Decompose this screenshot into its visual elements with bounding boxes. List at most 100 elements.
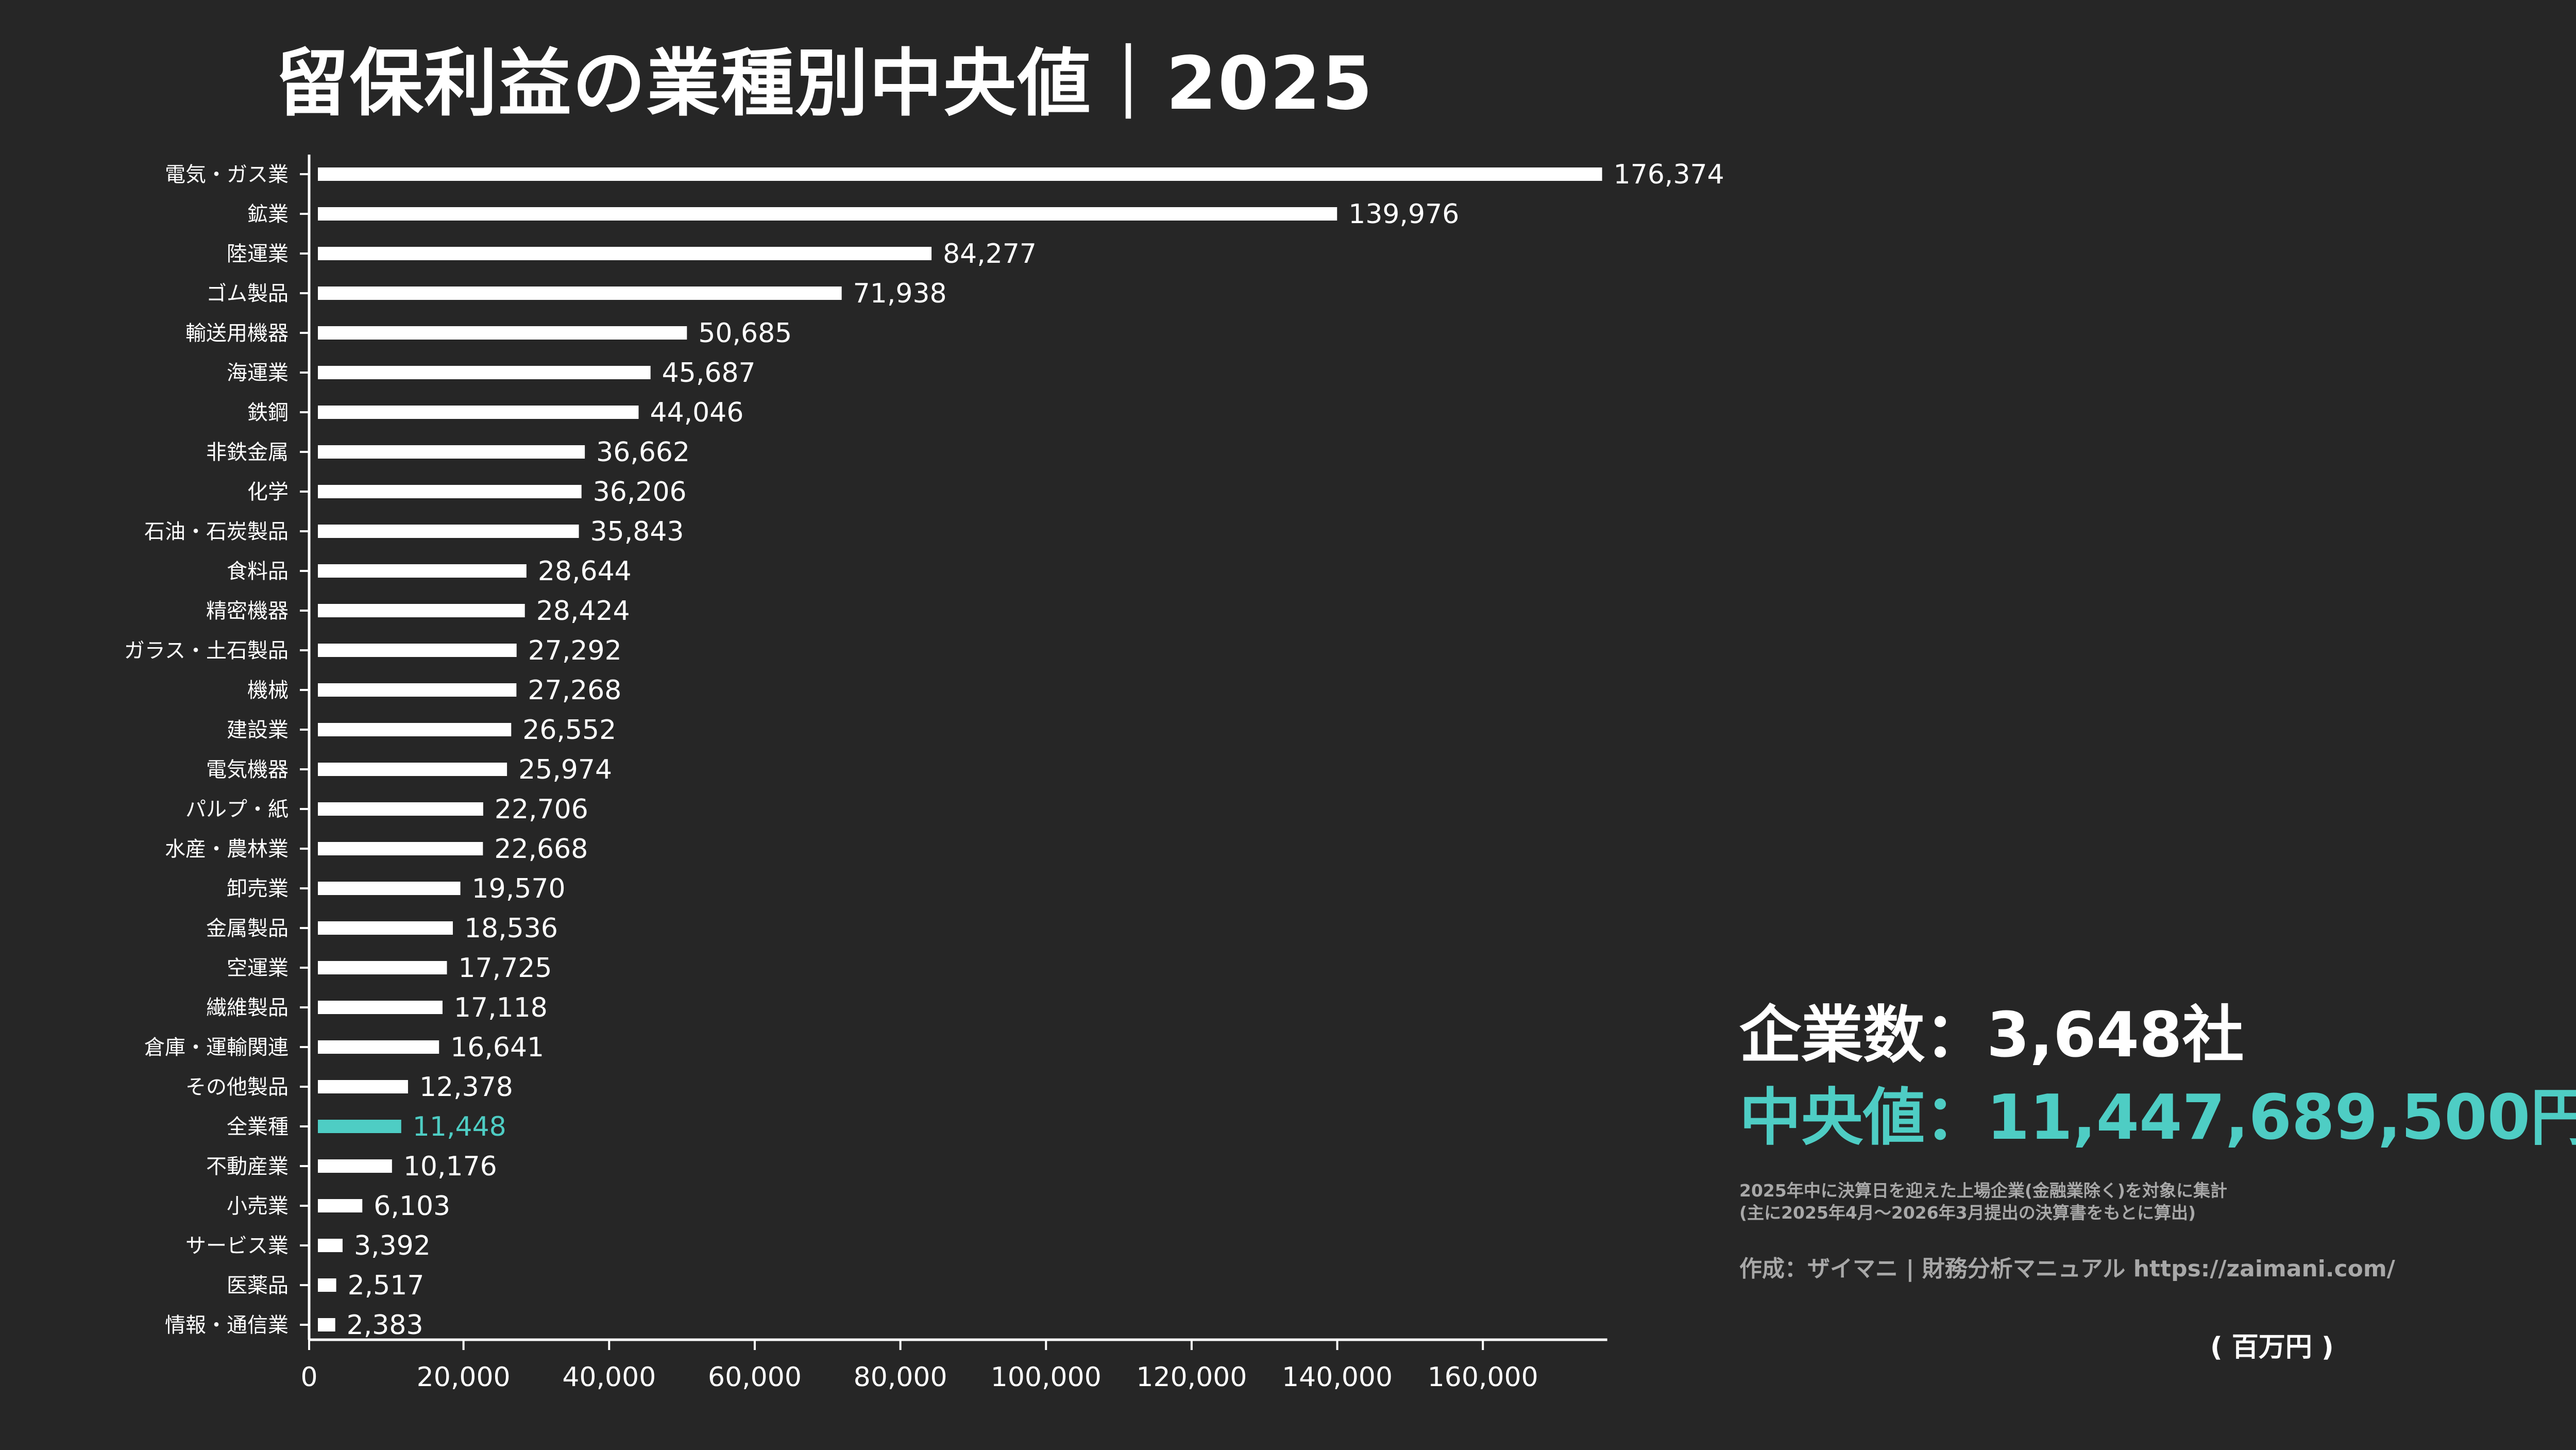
- x-tick-label: 60,000: [708, 1362, 802, 1393]
- category-label: 化学: [247, 480, 289, 504]
- bar: [318, 683, 517, 697]
- category-label: 全業種: [227, 1115, 289, 1139]
- category-label: ガラス・土石製品: [124, 639, 289, 663]
- category-label: サービス業: [185, 1234, 289, 1258]
- x-tick-label: 160,000: [1428, 1362, 1538, 1393]
- bar: [318, 167, 1602, 181]
- category-label: 鉄鋼: [247, 401, 289, 425]
- x-tick-label: 100,000: [991, 1362, 1101, 1393]
- category-label: 食料品: [227, 560, 289, 583]
- value-label: 44,046: [650, 397, 743, 428]
- axis-layer: 0 20,000 40,000 60,000 80,000 100,000 120,000 1…: [300, 155, 1607, 1393]
- category-label: 海運業: [227, 361, 289, 385]
- value-label: 19,570: [472, 873, 566, 904]
- bar: [318, 564, 527, 578]
- category-label: 医薬品: [227, 1274, 289, 1297]
- bar: [318, 406, 639, 419]
- value-label: 139,976: [1348, 199, 1459, 230]
- value-label: 12,378: [419, 1072, 513, 1103]
- value-label: 36,206: [593, 477, 687, 508]
- bar: [318, 326, 687, 340]
- category-label: 金属製品: [206, 917, 289, 940]
- value-label: 27,268: [528, 675, 621, 706]
- value-label: 2,517: [348, 1270, 425, 1301]
- bar: [318, 921, 453, 935]
- value-label: 3,392: [354, 1230, 431, 1261]
- bar: [318, 207, 1337, 221]
- value-label: 22,668: [494, 834, 588, 865]
- category-label: 小売業: [227, 1194, 289, 1218]
- category-label: 電気機器: [206, 758, 289, 782]
- value-label: 26,552: [522, 715, 616, 746]
- bar: [318, 1239, 343, 1252]
- bar: [318, 525, 579, 538]
- bar: [318, 445, 585, 459]
- category-label: 情報・通信業: [165, 1313, 289, 1337]
- bar: [318, 763, 507, 776]
- bar: [318, 1159, 392, 1173]
- category-label: 非鉄金属: [206, 441, 289, 464]
- category-label: 陸運業: [227, 242, 289, 266]
- value-label: 17,118: [454, 992, 548, 1023]
- credit-text: 作成：ザイマニ | 財務分析マニュアル https://zaimani.com/: [1739, 1255, 2395, 1282]
- note-scope: 2025年中に決算日を迎えた上場企業(金融業除く)を対象に集計: [1739, 1181, 2228, 1201]
- value-label: 17,725: [459, 953, 552, 984]
- value-label: 25,974: [518, 754, 612, 785]
- bar: [318, 1199, 363, 1212]
- unit-label: ( 百万円 ): [2210, 1332, 2334, 1363]
- value-label: 50,685: [698, 318, 792, 349]
- bar: [318, 1120, 401, 1133]
- bar: [318, 286, 842, 300]
- x-tick-label: 80,000: [854, 1362, 947, 1393]
- value-label: 22,706: [495, 794, 588, 825]
- bar: [318, 247, 932, 260]
- value-label: 16,641: [450, 1032, 544, 1063]
- category-label: 機械: [247, 679, 289, 702]
- chart-title: 留保利益の業種別中央値｜2025: [276, 41, 1374, 126]
- bar: [318, 1080, 408, 1093]
- value-label: 36,662: [596, 437, 690, 468]
- note-period: (主に2025年4月～2026年3月提出の決算書をもとに算出): [1739, 1202, 2196, 1223]
- bar: [318, 1040, 439, 1054]
- category-label: パルプ・紙: [185, 798, 289, 821]
- category-label: 石油・石炭製品: [144, 520, 289, 544]
- value-label: 45,687: [662, 358, 756, 389]
- category-label: 精密機器: [206, 599, 289, 623]
- info-panel: 企業数：3,648社 中央値：11,447,689,500円 2025年中に決算…: [1739, 1005, 2576, 1283]
- category-label: 電気・ガス業: [165, 163, 289, 187]
- value-label: 10,176: [403, 1151, 497, 1182]
- value-label: 6,103: [374, 1191, 450, 1222]
- value-label: 35,843: [590, 516, 684, 547]
- value-label: 28,644: [538, 556, 632, 587]
- category-label: その他製品: [185, 1075, 289, 1099]
- bars-layer: 電気・ガス業 176,374 鉱業 139,976 陸運業 84,277 ゴム製品 71,93…: [124, 159, 1724, 1341]
- bar: [318, 961, 447, 974]
- bar: [318, 604, 525, 617]
- bar: [318, 802, 483, 816]
- median-value: 中央値：11,447,689,500円: [1739, 1082, 2576, 1154]
- value-label: 2,383: [347, 1310, 423, 1341]
- value-label: 11,448: [413, 1111, 506, 1142]
- value-label: 27,292: [528, 635, 622, 666]
- bar: [318, 644, 517, 657]
- category-label: 空運業: [227, 956, 289, 980]
- category-label: 卸売業: [227, 877, 289, 901]
- bar: [318, 485, 582, 498]
- value-label: 18,536: [464, 913, 558, 944]
- bar: [318, 1001, 443, 1014]
- bar: [318, 882, 461, 895]
- bar: [318, 723, 512, 736]
- company-count: 企業数：3,648社: [1739, 1000, 2244, 1071]
- value-label: 71,938: [853, 278, 947, 309]
- category-label: 倉庫・運輸関連: [144, 1036, 289, 1059]
- value-label: 28,424: [536, 596, 630, 627]
- category-label: 鉱業: [247, 203, 289, 226]
- bar: [318, 1278, 336, 1292]
- category-label: 建設業: [227, 718, 289, 742]
- category-label: 輸送用機器: [185, 322, 289, 345]
- value-label: 84,277: [943, 239, 1037, 269]
- x-tick-label: 140,000: [1282, 1362, 1393, 1393]
- category-label: 繊維製品: [206, 996, 289, 1020]
- x-tick-label: 20,000: [417, 1362, 511, 1393]
